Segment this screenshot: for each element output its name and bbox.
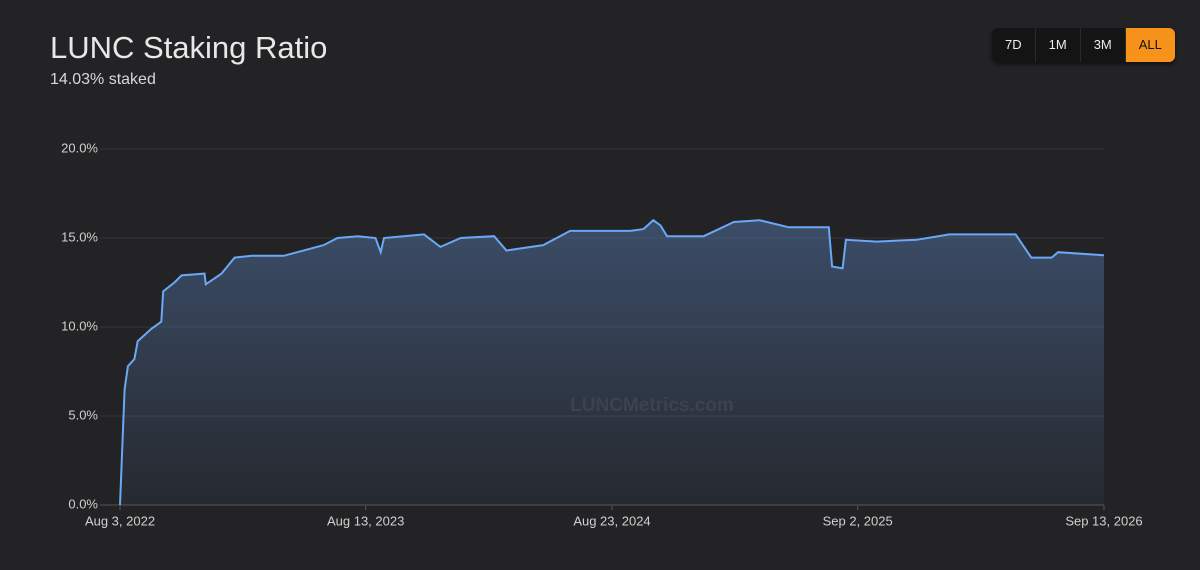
x-tick-label: Aug 13, 2023 xyxy=(327,513,404,528)
x-tick-label: Aug 3, 2022 xyxy=(85,513,155,528)
y-tick-label: 15.0% xyxy=(61,229,98,244)
area xyxy=(120,220,1104,505)
x-tick-label: Aug 23, 2024 xyxy=(573,513,650,528)
range-button[interactable]: 1M xyxy=(1036,28,1081,62)
range-button[interactable]: 3M xyxy=(1081,28,1126,62)
range-buttons: 7D 1M 3M ALL xyxy=(992,28,1175,62)
y-tick-label: 20.0% xyxy=(61,140,98,155)
y-tick-label: 0.0% xyxy=(68,496,98,511)
x-tick-label: Sep 13, 2026 xyxy=(1065,513,1142,528)
range-button[interactable]: ALL xyxy=(1125,28,1175,62)
range-button[interactable]: 7D xyxy=(992,28,1036,62)
subtitle: 14.03% staked xyxy=(50,71,156,88)
line xyxy=(119,218,1105,506)
x-tick-label: Sep 2, 2025 xyxy=(823,513,893,528)
y-tick-label: 5.0% xyxy=(68,407,98,422)
watermark: LUNCMetrics.com xyxy=(570,395,734,416)
title: LUNC Staking Ratio xyxy=(50,30,328,65)
y-tick-label: 10.0% xyxy=(61,318,98,333)
